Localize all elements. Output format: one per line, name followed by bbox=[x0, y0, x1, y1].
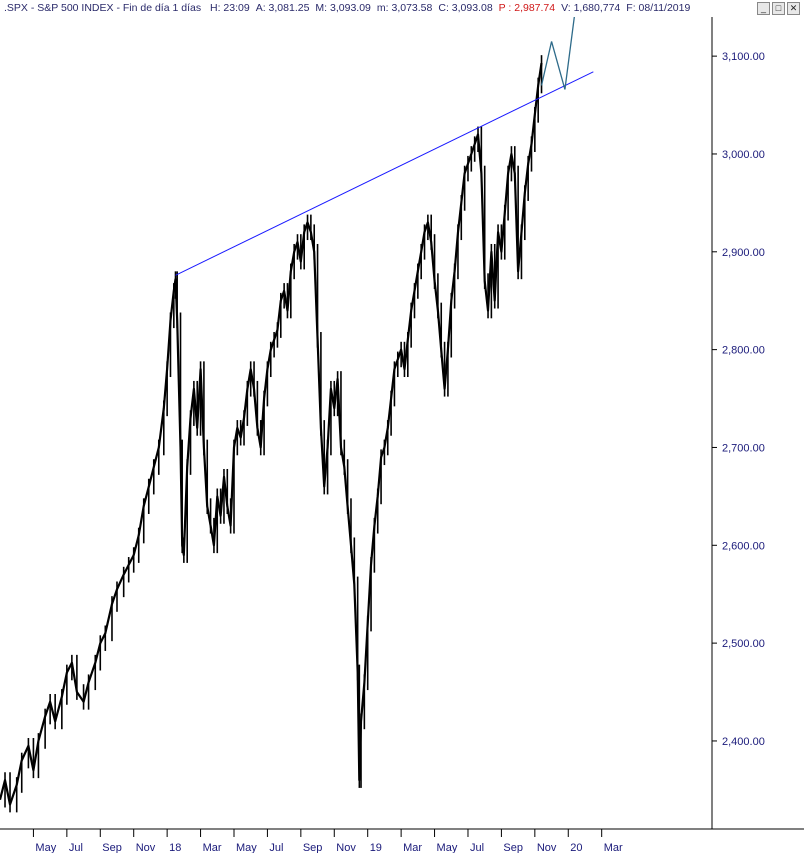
field-label: C: bbox=[438, 2, 452, 14]
field-label: P : bbox=[498, 2, 515, 14]
x-tick-label: Jul bbox=[269, 842, 283, 853]
x-tick-label: Sep bbox=[303, 842, 323, 853]
x-tick-label: Jul bbox=[470, 842, 484, 853]
y-tick-label: 2,500.00 bbox=[722, 638, 765, 650]
y-tick-label: 2,600.00 bbox=[722, 540, 765, 552]
x-tick-label: Nov bbox=[136, 842, 156, 853]
x-tick-label: Mar bbox=[203, 842, 222, 853]
x-tick-label: 19 bbox=[370, 842, 382, 853]
field-value: 3,073.58 bbox=[391, 2, 433, 14]
x-tick-label: 20 bbox=[570, 842, 582, 853]
field-label: m: bbox=[376, 2, 392, 14]
field-value: 23:09 bbox=[223, 2, 250, 14]
y-tick-label: 3,100.00 bbox=[722, 51, 765, 63]
field-label: M: bbox=[315, 2, 331, 14]
window-controls: _ □ ✕ bbox=[757, 2, 800, 15]
minimize-button[interactable]: _ bbox=[757, 2, 770, 15]
field-label: F: bbox=[626, 2, 639, 14]
x-tick-label: Jul bbox=[69, 842, 83, 853]
field-label: V: bbox=[561, 2, 574, 14]
x-tick-label: Nov bbox=[336, 842, 356, 853]
y-tick-label: 2,400.00 bbox=[722, 736, 765, 748]
field-value: 2,987.74 bbox=[514, 2, 556, 14]
y-tick-label: 2,700.00 bbox=[722, 442, 765, 454]
x-tick-label: 18 bbox=[169, 842, 181, 853]
ohlc-fields: H: 23:09 A: 3,081.25 M: 3,093.09 m: 3,073.5… bbox=[210, 2, 696, 14]
x-tick-label: Sep bbox=[102, 842, 122, 853]
x-tick-label: Nov bbox=[537, 842, 557, 853]
y-tick-label: 2,900.00 bbox=[722, 247, 765, 259]
field-label: H: bbox=[210, 2, 224, 14]
price-chart: 2,400.00 2,500.00 2,600.00 2,700.00 2,800.00… bbox=[0, 17, 804, 853]
close-button[interactable]: ✕ bbox=[787, 2, 800, 15]
x-tick-label: Mar bbox=[604, 842, 623, 853]
x-tick-label: Sep bbox=[503, 842, 523, 853]
field-value: 1,680,774 bbox=[573, 2, 621, 14]
field-value: 3,093.08 bbox=[451, 2, 493, 14]
chart-header: .SPX - S&P 500 INDEX - Fin de día 1 días… bbox=[0, 0, 804, 17]
x-axis: May Jul Sep Nov 18 Mar May Jul Sep Nov 19 Mar May Jul… bbox=[0, 828, 804, 853]
resistance-trendline bbox=[175, 71, 594, 276]
x-tick-label: May bbox=[236, 842, 257, 853]
y-axis: 2,400.00 2,500.00 2,600.00 2,700.00 2,800.00… bbox=[711, 17, 765, 829]
field-label: A: bbox=[255, 2, 269, 14]
y-tick-label: 2,800.00 bbox=[722, 345, 765, 357]
plot-area bbox=[0, 17, 594, 813]
maximize-button[interactable]: □ bbox=[772, 2, 785, 15]
price-series-line bbox=[0, 62, 543, 806]
field-value: 3,081.25 bbox=[268, 2, 310, 14]
field-value: 08/11/2019 bbox=[638, 2, 691, 14]
symbol-title: .SPX - S&P 500 INDEX - Fin de día 1 días bbox=[4, 2, 202, 14]
x-tick-label: May bbox=[437, 842, 458, 853]
projection-path bbox=[540, 17, 575, 90]
field-value: 3,093.09 bbox=[330, 2, 371, 14]
x-tick-label: Mar bbox=[403, 842, 422, 853]
x-tick-label: May bbox=[35, 842, 56, 853]
y-tick-label: 3,000.00 bbox=[722, 149, 765, 161]
